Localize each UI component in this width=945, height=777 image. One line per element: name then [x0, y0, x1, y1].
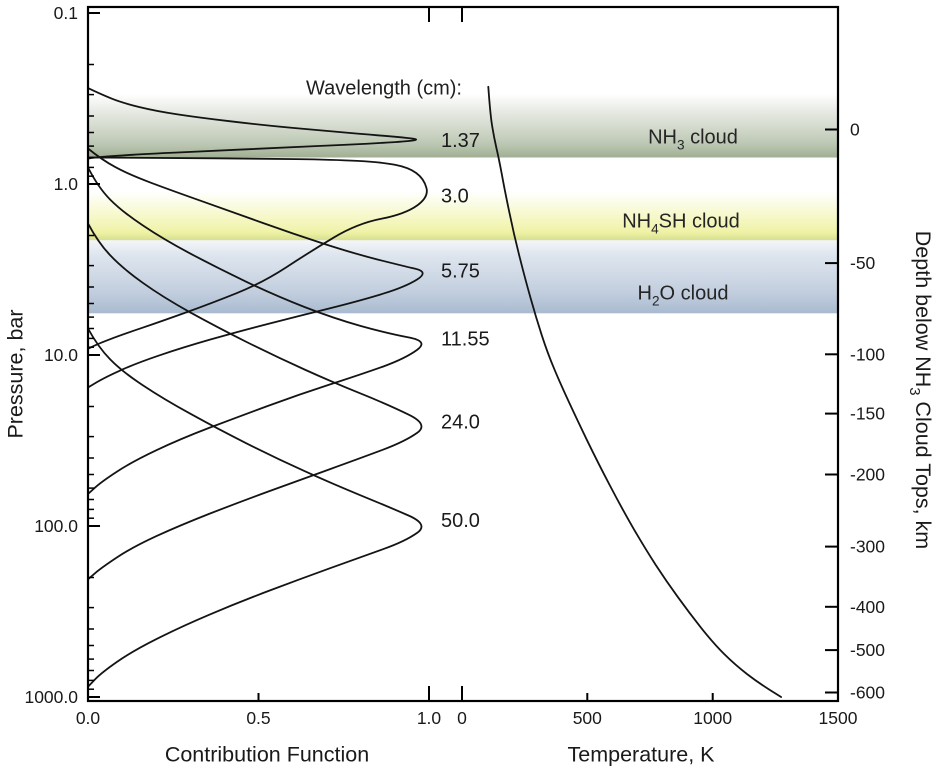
temperature-axis-title: Temperature, K [567, 742, 715, 767]
nh3-cloud-band [89, 94, 837, 158]
depth-axis-title-post: Cloud Tops, km [911, 395, 936, 550]
wavelength-label: 11.55 [441, 328, 490, 350]
contribution-tick-label: 1.0 [417, 708, 442, 728]
contribution-curve-1.37 [87, 87, 418, 160]
depth-tick-label: -200 [850, 465, 885, 485]
depth-axis-title-pre: Depth below NH [911, 230, 936, 388]
wavelength-label: 50.0 [441, 510, 480, 532]
depth-tick-label: -600 [850, 683, 885, 703]
contribution-curve-5.75 [87, 147, 424, 389]
wavelength-label: 24.0 [441, 412, 480, 434]
depth-tick-label: -100 [850, 344, 885, 364]
depth-tick-label: -400 [850, 597, 885, 617]
depth-tick-label: 0 [850, 120, 860, 140]
contribution-curve-3.0 [87, 156, 428, 350]
pressure-tick-label: 1000.0 [24, 687, 78, 707]
pressure-tick-label: 100.0 [34, 516, 78, 536]
pressure-axis-title: Pressure, bar [3, 309, 28, 439]
depth-tick-label: -150 [850, 404, 885, 424]
nh3-cloud-label: NH3 cloud [648, 126, 738, 153]
temperature-tick-label: 1500 [819, 708, 858, 728]
depth-tick-label: -500 [850, 640, 885, 660]
temperature-tick-label: 1000 [693, 708, 732, 728]
pressure-tick-label: 1.0 [54, 174, 79, 194]
temperature-tick-label: 0 [457, 708, 467, 728]
temperature-tick-label: 500 [573, 708, 602, 728]
contribution-curve-24.0 [87, 222, 423, 581]
nh4sh-cloud-label: NH4SH cloud [622, 210, 740, 237]
depth-tick-label: -300 [850, 537, 885, 557]
wavelength-label: 3.0 [441, 186, 469, 208]
contribution-curve-11.55 [87, 166, 423, 495]
wavelength-legend-header: Wavelength (cm): [306, 77, 462, 100]
wavelength-label: 5.75 [441, 260, 480, 282]
depth-axis-title-sub: 3 [905, 387, 922, 396]
wavelength-label: 1.37 [441, 130, 480, 152]
contribution-tick-label: 0.0 [76, 708, 101, 728]
h2o-cloud-band [89, 231, 837, 314]
contribution-curve-50.0 [87, 327, 423, 688]
contribution-axis-title: Contribution Function [164, 742, 370, 767]
temperature-profile-curve [487, 85, 782, 698]
pressure-tick-label: 0.1 [54, 3, 78, 23]
pressure-tick-label: 10.0 [44, 345, 78, 365]
h2o-cloud-label: H2O cloud [637, 282, 729, 309]
depth-tick-label: -50 [850, 253, 876, 273]
contribution-tick-label: 0.5 [246, 708, 270, 728]
depth-axis-title: Depth below NH3 Cloud Tops, km [905, 230, 936, 550]
